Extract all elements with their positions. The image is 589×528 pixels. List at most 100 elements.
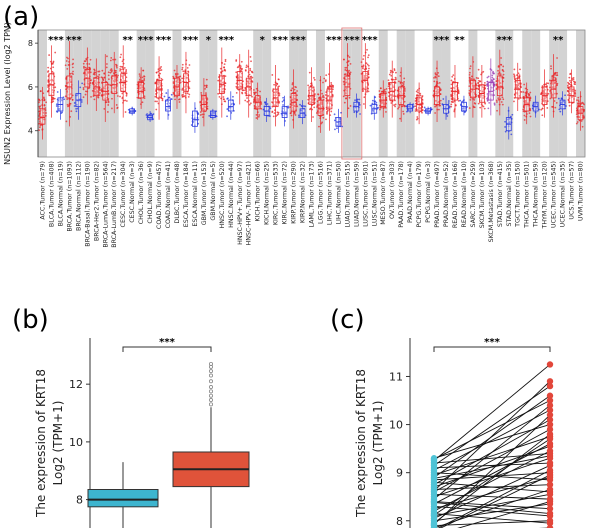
data-point — [333, 113, 336, 116]
x-tick-label: THYM.Tumor (n=120) — [542, 161, 549, 230]
group-shade-band — [531, 30, 541, 157]
data-point — [43, 99, 46, 101]
box — [192, 110, 198, 127]
data-point — [264, 101, 267, 104]
data-point — [360, 61, 363, 64]
data-point — [250, 60, 252, 63]
data-point — [253, 98, 256, 101]
data-point — [257, 115, 260, 118]
pair-line — [433, 452, 551, 464]
data-point — [172, 75, 175, 78]
data-point — [572, 90, 574, 93]
data-point — [70, 110, 73, 113]
data-point — [273, 112, 276, 115]
data-point — [281, 100, 284, 103]
data-point — [383, 88, 386, 91]
data-point — [121, 92, 124, 95]
data-point — [529, 115, 532, 118]
data-point — [89, 71, 92, 74]
data-point — [349, 71, 352, 74]
data-point — [451, 75, 454, 78]
tumor-point — [546, 524, 554, 528]
pair-line — [433, 443, 551, 505]
data-point — [237, 86, 240, 88]
data-point — [554, 106, 557, 109]
data-point — [349, 62, 352, 65]
data-point — [326, 113, 328, 115]
data-point — [107, 101, 110, 104]
data-point — [390, 74, 393, 77]
data-point — [219, 82, 222, 85]
data-point — [94, 90, 97, 93]
data-point — [49, 82, 52, 85]
significance-label: *** — [272, 35, 288, 46]
data-point — [486, 76, 489, 79]
data-point — [491, 93, 493, 96]
y-axis-title-line2: Log2 (TPM+1) — [51, 401, 65, 486]
data-point — [564, 94, 566, 97]
data-point — [245, 66, 248, 69]
data-point — [67, 57, 69, 60]
panel-letter-c: (c) — [330, 305, 365, 335]
data-point — [93, 69, 96, 72]
data-point — [205, 86, 208, 88]
data-point — [253, 89, 255, 91]
pair-line — [433, 438, 551, 516]
data-point — [66, 98, 69, 101]
data-point — [380, 102, 383, 105]
data-point — [546, 82, 548, 85]
data-point — [146, 113, 149, 115]
data-point — [349, 105, 352, 107]
data-point — [432, 94, 435, 97]
x-tick-label: BRCA-Her2.Tumor (n=82) — [93, 161, 100, 241]
data-point — [289, 106, 292, 108]
box — [39, 108, 46, 125]
data-point — [334, 128, 336, 131]
box — [201, 95, 207, 112]
data-point — [359, 113, 361, 115]
data-point — [241, 92, 244, 95]
data-point — [249, 102, 252, 105]
data-point — [80, 101, 83, 103]
x-tick-label: PCPG.Tumor (n=179) — [416, 161, 423, 228]
x-tick-label: CHOL.Tumor (n=36) — [138, 161, 145, 224]
data-point — [472, 81, 475, 83]
data-point — [385, 111, 387, 113]
data-point — [470, 75, 473, 78]
pair-line — [433, 450, 551, 512]
data-point — [429, 106, 432, 109]
data-point — [566, 89, 569, 92]
data-point — [338, 124, 341, 127]
data-point — [296, 99, 299, 102]
tumor-point — [546, 392, 554, 399]
significance-label: * — [206, 35, 212, 46]
data-point — [580, 102, 583, 105]
data-point — [273, 104, 276, 107]
data-point — [154, 100, 157, 103]
pair-line — [433, 484, 551, 490]
pair-line — [433, 404, 551, 500]
tumor-point — [546, 491, 554, 498]
data-point — [115, 69, 117, 72]
data-point — [222, 81, 224, 84]
data-point — [522, 91, 525, 93]
data-point — [571, 88, 574, 91]
data-point — [172, 82, 175, 85]
tumor-point — [546, 397, 554, 404]
data-point — [483, 107, 486, 110]
data-point — [477, 102, 480, 105]
data-point — [499, 73, 502, 76]
data-point — [160, 69, 163, 71]
x-tick-label: LUAD.Tumor (n=515) — [344, 161, 351, 228]
data-point — [197, 113, 200, 116]
data-point — [187, 71, 190, 73]
x-tick-label: DLBC.Tumor (n=48) — [174, 161, 181, 224]
significance-label: *** — [218, 35, 234, 46]
data-point — [330, 83, 333, 86]
data-point — [224, 58, 227, 61]
data-point — [186, 76, 189, 79]
data-point — [65, 120, 68, 123]
data-point — [174, 98, 176, 101]
box — [326, 88, 333, 110]
